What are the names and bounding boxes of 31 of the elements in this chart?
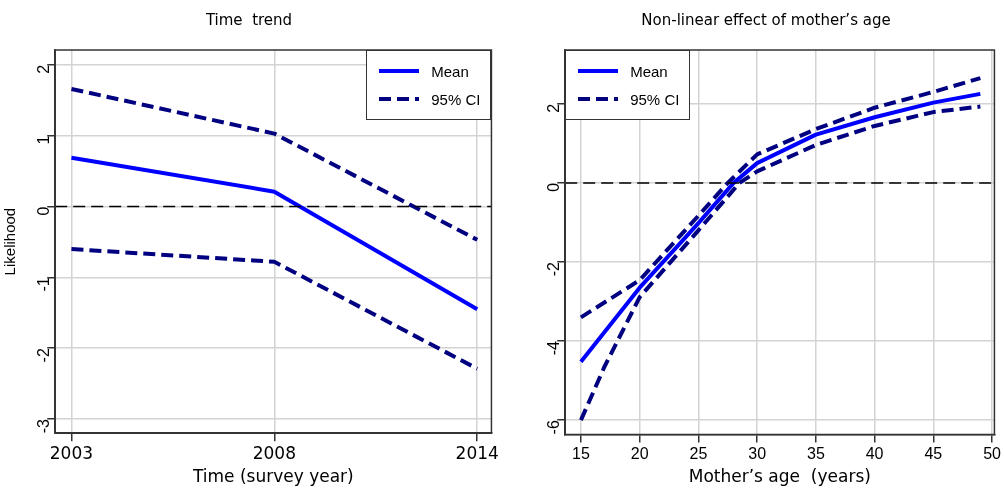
x-tick-label: 2003 bbox=[49, 442, 94, 463]
y-tick-label: 2 bbox=[34, 64, 52, 74]
y-tick-label: 0 bbox=[34, 206, 52, 216]
legend-label: 95% CI bbox=[630, 90, 680, 108]
chart-title: Time trend bbox=[204, 10, 293, 29]
y-tick-label: 2 bbox=[544, 103, 562, 113]
x-tick-label: 20 bbox=[630, 445, 649, 463]
x-tick-label: 25 bbox=[689, 445, 708, 463]
chart-title: Non-linear effect of mother’s age bbox=[641, 10, 891, 29]
legend-label: Mean bbox=[431, 62, 469, 80]
y-axis-title: Likelihood bbox=[1, 207, 19, 276]
y-tick-label: -4 bbox=[544, 340, 562, 356]
y-tick-label: 0 bbox=[544, 182, 562, 192]
x-tick-label: 15 bbox=[572, 445, 590, 463]
x-tick-label: 30 bbox=[748, 445, 767, 463]
x-tick-label: 40 bbox=[865, 445, 884, 463]
x-tick-label: 35 bbox=[806, 445, 825, 463]
x-tick-label: 2008 bbox=[252, 442, 296, 463]
x-tick-label: 2014 bbox=[455, 442, 499, 463]
y-tick-label: -2 bbox=[34, 348, 52, 363]
y-tick-label: -3 bbox=[34, 418, 52, 434]
y-tick-label: 1 bbox=[34, 135, 52, 145]
x-axis-title: Mother’s age (years) bbox=[688, 466, 871, 487]
x-tick-label: 45 bbox=[924, 445, 943, 463]
legend-label: Mean bbox=[630, 62, 668, 80]
x-tick-label: 50 bbox=[983, 445, 1002, 463]
y-tick-label: -1 bbox=[34, 277, 52, 292]
legend-label: 95% CI bbox=[431, 90, 481, 108]
x-axis-title: Time (survey year) bbox=[191, 466, 354, 487]
y-tick-label: -6 bbox=[544, 420, 562, 435]
y-tick-label: -2 bbox=[544, 261, 562, 277]
